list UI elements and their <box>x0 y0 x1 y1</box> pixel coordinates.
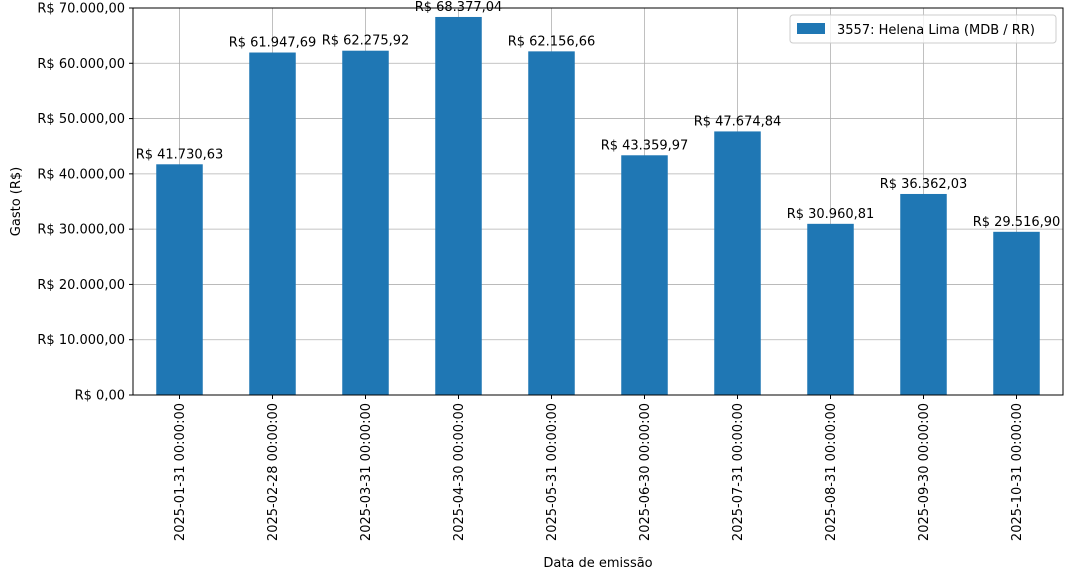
y-axis: R$ 0,00 R$ 10.000,00 R$ 20.000,00 R$ 30.000… <box>37 2 133 404</box>
y-tick-label: R$ 40.000,00 <box>37 167 125 182</box>
y-tick-label: R$ 60.000,00 <box>37 57 125 72</box>
y-tick-label: R$ 30.000,00 <box>37 223 125 238</box>
bars-layer <box>156 16 1040 396</box>
x-tick-label: 2025-08-31 00:00:00 <box>824 403 839 541</box>
bar-data-label: R$ 29.516,90 <box>973 215 1061 230</box>
bar-data-label: R$ 62.156,66 <box>508 34 596 49</box>
x-tick-label: 2025-02-28 00:00:00 <box>266 403 281 541</box>
bar-data-label: R$ 41.730,63 <box>136 147 224 162</box>
bar <box>156 164 203 395</box>
legend: 3557: Helena Lima (MDB / RR) <box>789 14 1057 44</box>
bar-data-label: R$ 68.377,04 <box>415 0 503 15</box>
y-axis-label: Gasto (R$) <box>9 167 24 236</box>
bar <box>435 16 482 395</box>
bar-data-label: R$ 30.960,81 <box>787 207 875 222</box>
plot-frame <box>132 7 1064 396</box>
legend-swatch <box>797 23 825 34</box>
bar <box>528 51 575 396</box>
y-tick-label: R$ 0,00 <box>75 389 125 404</box>
y-tick-label: R$ 10.000,00 <box>37 333 125 348</box>
y-tick-label: R$ 70.000,00 <box>37 2 125 17</box>
x-tick-label: 2025-09-30 00:00:00 <box>917 403 932 541</box>
bar <box>807 223 854 395</box>
bar-data-label: R$ 47.674,84 <box>694 114 782 129</box>
x-tick-label: 2025-06-30 00:00:00 <box>638 403 653 541</box>
y-tick-label: R$ 20.000,00 <box>37 278 125 293</box>
bar <box>900 193 947 395</box>
y-tick-label: R$ 50.000,00 <box>37 112 125 127</box>
bar <box>993 231 1040 395</box>
x-tick-label: 2025-03-31 00:00:00 <box>359 403 374 541</box>
bar <box>249 52 296 396</box>
legend-box <box>789 14 1057 44</box>
data-labels-layer: R$ 41.730,63 R$ 61.947,69 R$ 62.275,92 R$ 6… <box>136 0 1061 230</box>
x-axis: 2025-01-31 00:00:00 2025-02-28 00:00:00 20… <box>173 395 1025 541</box>
x-tick-label: 2025-05-31 00:00:00 <box>545 403 560 541</box>
legend-label: 3557: Helena Lima (MDB / RR) <box>837 23 1035 38</box>
bar-data-label: R$ 43.359,97 <box>601 138 689 153</box>
x-tick-label: 2025-01-31 00:00:00 <box>173 403 188 541</box>
x-axis-label: Data de emissão <box>543 556 652 571</box>
bar <box>342 50 389 396</box>
bar-data-label: R$ 61.947,69 <box>229 36 317 51</box>
x-tick-label: 2025-07-31 00:00:00 <box>731 403 746 541</box>
x-tick-label: 2025-04-30 00:00:00 <box>452 403 467 541</box>
bar <box>621 155 668 395</box>
bar-data-label: R$ 62.275,92 <box>322 34 410 49</box>
bar <box>714 131 761 395</box>
x-tick-label: 2025-10-31 00:00:00 <box>1010 403 1025 541</box>
bar-data-label: R$ 36.362,03 <box>880 177 968 192</box>
